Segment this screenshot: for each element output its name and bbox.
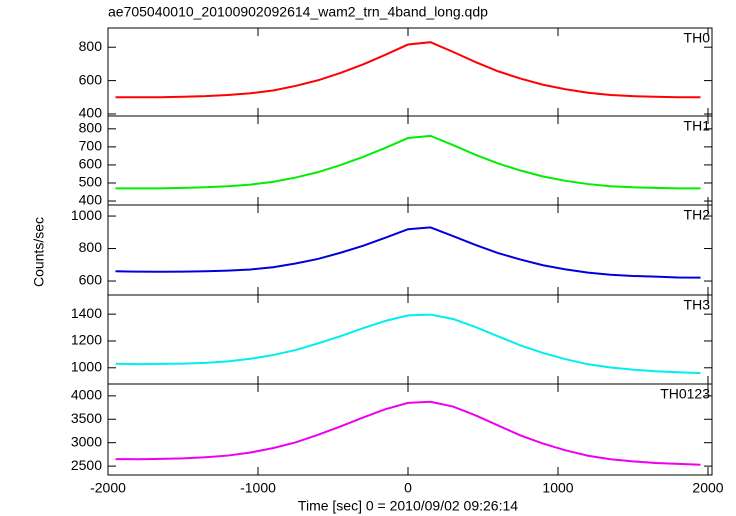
y-tick-label: 600: [79, 272, 103, 288]
y-tick-label: 800: [79, 38, 103, 54]
y-tick-label: 1000: [71, 358, 102, 374]
x-axis-label: Time [sec] 0 = 2010/09/02 09:26:14: [298, 498, 518, 514]
y-tick-label: 400: [79, 105, 103, 121]
y-tick-label: 3000: [71, 433, 102, 449]
y-tick-label: 400: [79, 192, 103, 208]
data-line: [115, 400, 701, 466]
x-tick-label: 1000: [542, 480, 573, 496]
x-tick-label: -1000: [240, 480, 276, 496]
panel-frame: [107, 383, 713, 476]
panel-frame: [107, 115, 713, 206]
y-tick-label: 500: [79, 174, 103, 190]
y-axis-label: Counts/sec: [31, 217, 47, 287]
data-line: [115, 313, 701, 375]
data-line: [115, 226, 701, 279]
y-tick-label: 1200: [71, 332, 102, 348]
x-tick-label: -2000: [90, 480, 126, 496]
data-line: [115, 134, 701, 190]
y-tick-label: 1400: [71, 305, 102, 321]
y-tick-label: 600: [79, 156, 103, 172]
y-tick-label: 3500: [71, 410, 102, 426]
y-tick-label: 1000: [71, 207, 102, 223]
panel-label: TH1: [684, 118, 711, 134]
y-tick-label: 800: [79, 120, 103, 136]
x-tick-label: 2000: [692, 480, 723, 496]
panel-frame: [107, 294, 713, 385]
y-tick-label: 700: [79, 138, 103, 154]
panel-label: TH0123: [660, 386, 710, 402]
panel-frame: [107, 204, 713, 296]
y-tick-label: 600: [79, 71, 103, 87]
data-line: [115, 41, 701, 99]
x-tick-label: 0: [404, 480, 412, 496]
panel-label: TH0: [684, 30, 711, 46]
panel-label: TH3: [684, 297, 711, 313]
panel-label: TH2: [684, 207, 711, 223]
y-tick-label: 4000: [71, 387, 102, 403]
y-tick-label: 800: [79, 239, 103, 255]
y-tick-label: 2500: [71, 457, 102, 473]
chart-title: ae705040010_20100902092614_wam2_trn_4ban…: [108, 4, 488, 20]
panel-frame: [107, 27, 713, 117]
